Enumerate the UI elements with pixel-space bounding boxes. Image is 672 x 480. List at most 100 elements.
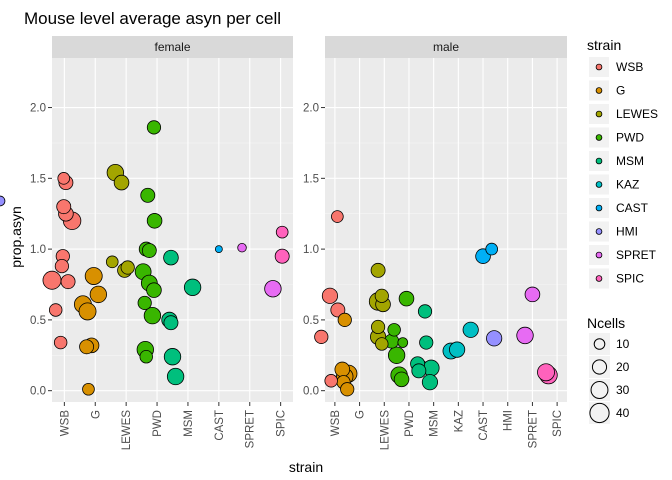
- data-point-wsb: [314, 329, 329, 344]
- y-tick-label: 2.0: [303, 103, 319, 115]
- y-tick-label: 2.0: [30, 103, 46, 115]
- legend-color-label: HMI: [616, 225, 638, 239]
- x-tick-label: CAST: [214, 410, 226, 441]
- data-point-lewes: [105, 255, 119, 269]
- facet-strip: [325, 36, 567, 58]
- data-point-msm: [163, 348, 182, 366]
- data-point-g: [89, 285, 108, 304]
- data-point-pwd: [146, 282, 162, 298]
- legend-color-key: [595, 110, 603, 118]
- facet-panel-male: male 0.0 0.5 1.0 1.5 2.0 WSB G LEWES PWD MSM KAZ CAS…: [303, 36, 567, 450]
- legend-size-key: [589, 402, 610, 424]
- legend-color-key: [595, 228, 603, 235]
- data-point-pwd: [137, 295, 152, 310]
- legend-key-background: [589, 379, 610, 401]
- data-point-pwd: [387, 323, 401, 337]
- data-point-wsb: [54, 259, 69, 274]
- y-tick-label: 0.0: [303, 386, 319, 398]
- x-tick-label: SPIC: [276, 410, 288, 437]
- data-point-spic: [275, 225, 289, 239]
- legend-size-label: 30: [616, 383, 630, 397]
- y-tick-label: 1.5: [303, 173, 319, 185]
- x-axis-title: strain: [289, 459, 323, 475]
- data-point-g: [79, 339, 95, 355]
- x-tick-label: LEWES: [379, 410, 391, 451]
- legend-size-label: 20: [616, 360, 630, 374]
- chart-title: Mouse level average asyn per cell: [24, 9, 281, 28]
- legend-size-key: [593, 338, 606, 350]
- legend-color-label: G: [616, 84, 625, 98]
- data-point-kaz: [462, 321, 479, 338]
- legend-color-key: [595, 204, 603, 212]
- data-point-wsb: [57, 172, 71, 185]
- facet-strip-label: male: [433, 40, 459, 54]
- data-point-spret: [237, 242, 247, 253]
- data-point-hmi: [0, 195, 6, 207]
- data-point-wsb: [48, 303, 63, 317]
- y-tick-label: 1.5: [30, 173, 46, 185]
- data-point-pwd: [146, 120, 162, 135]
- legend-color-title: strain: [587, 37, 621, 53]
- x-tick-label: KAZ: [453, 410, 465, 432]
- facet-panel-female: female 0.0 0.5 1.0 1.5 2.0 WSB G LEWES PWD MSM CAST…: [0, 36, 293, 450]
- data-point-pwd: [143, 306, 162, 325]
- data-point-wsb: [321, 287, 339, 304]
- data-point-cast: [485, 242, 498, 256]
- data-point-lewes: [113, 174, 130, 191]
- legend-color-key: [595, 87, 603, 94]
- legend-color-label: SPRET: [616, 248, 657, 262]
- facet-strip-label: female: [154, 40, 190, 54]
- legend-color-label: LEWES: [616, 107, 658, 121]
- data-point-pwd: [141, 243, 157, 258]
- data-point-spic: [537, 363, 555, 382]
- data-point-hmi: [486, 330, 503, 347]
- data-point-lewes: [370, 262, 386, 278]
- data-point-g: [334, 361, 351, 378]
- data-point-kaz: [449, 341, 466, 358]
- legend-color-key: [595, 181, 603, 188]
- x-tick-label: SPRET: [245, 410, 257, 448]
- legend-color-key: [595, 275, 603, 282]
- data-point-lewes: [371, 319, 386, 335]
- data-point-g: [337, 312, 352, 327]
- data-point-spic: [274, 248, 290, 264]
- data-point-msm: [163, 249, 179, 266]
- y-axis-title: prop.asyn: [8, 206, 24, 267]
- data-point-spret: [264, 280, 282, 298]
- x-tick-label: PWD: [152, 410, 164, 437]
- data-point-msm: [411, 363, 427, 379]
- data-point-wsb: [42, 270, 62, 290]
- x-tick-label: G: [90, 410, 102, 419]
- data-point-g: [84, 267, 103, 285]
- legend-size-title: Ncells: [587, 315, 625, 331]
- facet-panels: female 0.0 0.5 1.0 1.5 2.0 WSB G LEWES PWD MSM CAST…: [0, 36, 567, 450]
- data-point-wsb: [330, 302, 346, 318]
- data-point-pwd: [393, 371, 410, 388]
- data-point-lewes: [375, 337, 389, 351]
- legend-size-label: 40: [616, 406, 630, 420]
- x-tick-label: SPRET: [527, 410, 539, 448]
- legend-size-key: [590, 381, 609, 399]
- data-point-pwd: [387, 346, 406, 364]
- data-point-wsb: [324, 374, 338, 388]
- data-point-msm: [421, 374, 439, 391]
- data-point-cast: [214, 245, 223, 254]
- data-point-pwd: [397, 337, 409, 348]
- data-point-msm: [417, 304, 433, 319]
- data-point-spret: [524, 286, 541, 303]
- legend-color-key: [595, 251, 603, 259]
- y-tick-label: 0.0: [30, 386, 46, 398]
- data-point-g: [82, 382, 95, 396]
- legend-key-background: [589, 333, 610, 355]
- data-point-msm: [166, 367, 185, 386]
- x-tick-label: G: [355, 410, 367, 419]
- legend-key-background: [589, 356, 610, 378]
- data-point-wsb: [60, 274, 76, 290]
- data-point-lewes: [374, 288, 389, 303]
- data-point-lewes: [120, 260, 135, 275]
- legend-key-background: [589, 402, 610, 424]
- legend-color-key: [595, 134, 603, 141]
- legend-color-label: PWD: [616, 131, 644, 145]
- x-tick-label: MSM: [183, 410, 195, 437]
